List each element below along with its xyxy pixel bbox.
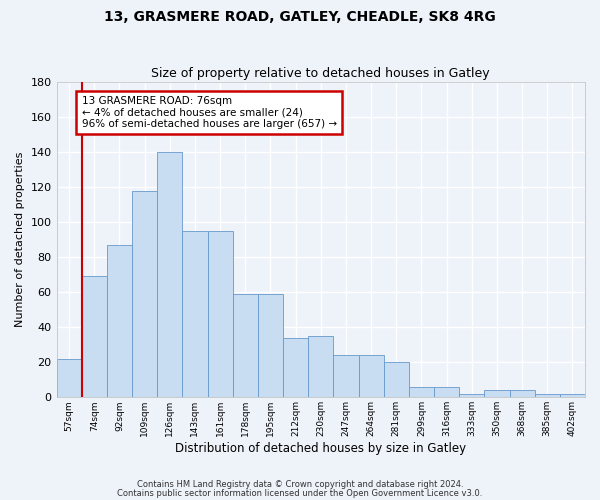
Bar <box>107 245 132 398</box>
Text: Contains public sector information licensed under the Open Government Licence v3: Contains public sector information licen… <box>118 488 482 498</box>
Bar <box>509 390 535 398</box>
Bar <box>233 294 258 398</box>
Bar <box>359 356 383 398</box>
Bar <box>258 294 283 398</box>
Bar <box>484 390 509 398</box>
Bar <box>535 394 560 398</box>
Title: Size of property relative to detached houses in Gatley: Size of property relative to detached ho… <box>151 66 490 80</box>
Bar <box>308 336 334 398</box>
Text: Contains HM Land Registry data © Crown copyright and database right 2024.: Contains HM Land Registry data © Crown c… <box>137 480 463 489</box>
Text: 13, GRASMERE ROAD, GATLEY, CHEADLE, SK8 4RG: 13, GRASMERE ROAD, GATLEY, CHEADLE, SK8 … <box>104 10 496 24</box>
Bar <box>82 276 107 398</box>
Bar <box>157 152 182 398</box>
Bar <box>560 394 585 398</box>
Bar <box>208 231 233 398</box>
Bar <box>283 338 308 398</box>
Bar <box>459 394 484 398</box>
Text: 13 GRASMERE ROAD: 76sqm
← 4% of detached houses are smaller (24)
96% of semi-det: 13 GRASMERE ROAD: 76sqm ← 4% of detached… <box>82 96 337 130</box>
Bar <box>334 356 359 398</box>
Bar <box>182 231 208 398</box>
Bar <box>56 359 82 398</box>
Bar <box>434 387 459 398</box>
Bar <box>383 362 409 398</box>
Bar <box>132 190 157 398</box>
Y-axis label: Number of detached properties: Number of detached properties <box>15 152 25 328</box>
X-axis label: Distribution of detached houses by size in Gatley: Distribution of detached houses by size … <box>175 442 466 455</box>
Bar <box>409 387 434 398</box>
